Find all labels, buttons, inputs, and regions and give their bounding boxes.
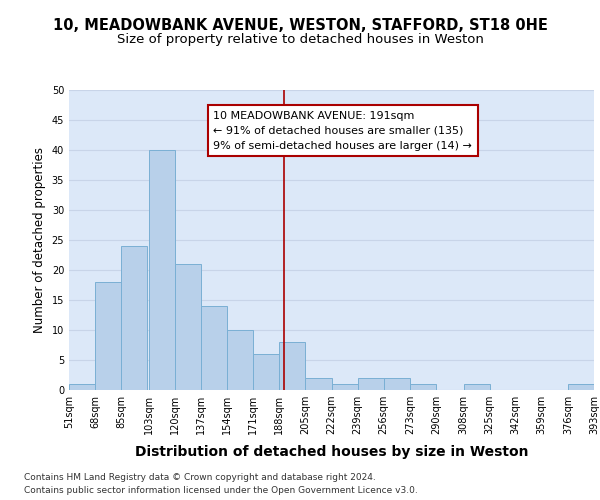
Bar (280, 342, 305, 390)
Bar (149, 150, 175, 390)
X-axis label: Distribution of detached houses by size in Weston: Distribution of detached houses by size … (135, 446, 528, 460)
Text: Contains public sector information licensed under the Open Government Licence v3: Contains public sector information licen… (24, 486, 418, 495)
Bar (175, 264, 201, 390)
Bar (331, 384, 358, 390)
Bar (253, 354, 280, 390)
Bar (201, 306, 227, 390)
Y-axis label: Number of detached properties: Number of detached properties (33, 147, 46, 333)
Text: 10 MEADOWBANK AVENUE: 191sqm
← 91% of detached houses are smaller (135)
9% of se: 10 MEADOWBANK AVENUE: 191sqm ← 91% of de… (213, 111, 472, 150)
Bar (227, 330, 253, 390)
Bar (121, 246, 147, 390)
Text: Contains HM Land Registry data © Crown copyright and database right 2024.: Contains HM Land Registry data © Crown c… (24, 474, 376, 482)
Text: Size of property relative to detached houses in Weston: Size of property relative to detached ho… (116, 32, 484, 46)
Bar (464, 384, 490, 390)
Bar (305, 378, 331, 390)
Bar (69, 384, 95, 390)
Bar (410, 384, 436, 390)
Bar (383, 378, 410, 390)
Bar (95, 282, 121, 390)
Bar (568, 384, 594, 390)
Text: 10, MEADOWBANK AVENUE, WESTON, STAFFORD, ST18 0HE: 10, MEADOWBANK AVENUE, WESTON, STAFFORD,… (53, 18, 547, 32)
Bar (358, 378, 383, 390)
